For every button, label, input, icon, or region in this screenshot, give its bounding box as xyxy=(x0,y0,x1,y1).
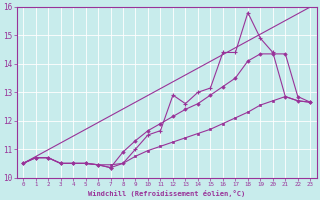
X-axis label: Windchill (Refroidissement éolien,°C): Windchill (Refroidissement éolien,°C) xyxy=(88,190,245,197)
